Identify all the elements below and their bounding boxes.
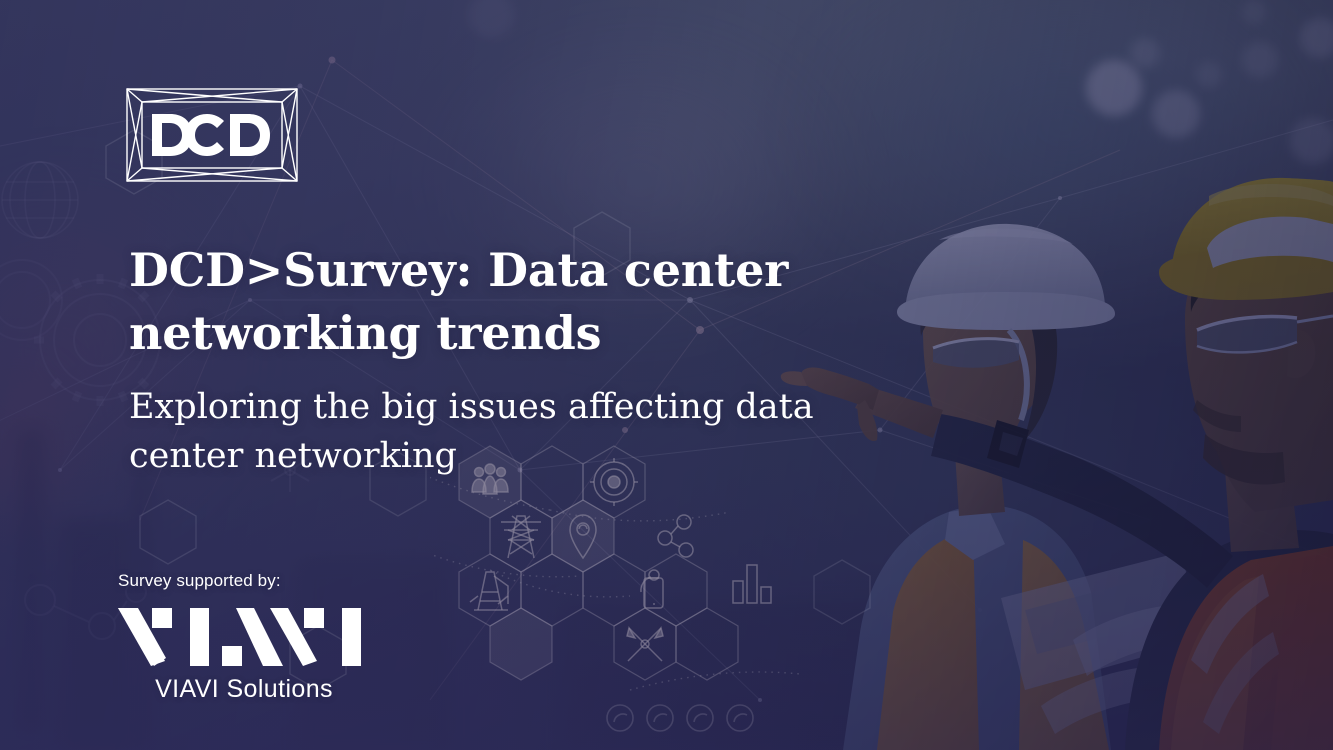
target-icon bbox=[590, 458, 638, 506]
people-group-icon bbox=[471, 463, 509, 495]
dcd-wordmark bbox=[152, 114, 270, 156]
supported-by-label: Survey supported by: bbox=[118, 571, 281, 590]
share-nodes-icon bbox=[657, 514, 694, 558]
page-title: DCD>Survey: Data center networking trend… bbox=[129, 243, 789, 361]
dcd-logo[interactable] bbox=[126, 88, 298, 182]
lens-row bbox=[606, 704, 754, 732]
location-pin-icon bbox=[569, 514, 597, 560]
tools-wrench-icon bbox=[626, 626, 664, 662]
page-subtitle: Exploring the big issues affecting data … bbox=[129, 387, 814, 476]
viavi-logo[interactable] bbox=[118, 604, 370, 666]
sponsor-name: VIAVI Solutions bbox=[155, 675, 333, 703]
hexagon-icon-cluster bbox=[430, 445, 801, 732]
oil-rig-icon bbox=[469, 571, 509, 611]
bar-chart-icon bbox=[732, 564, 772, 604]
power-tower-icon bbox=[501, 515, 541, 559]
mobile-phone-icon bbox=[640, 569, 664, 609]
